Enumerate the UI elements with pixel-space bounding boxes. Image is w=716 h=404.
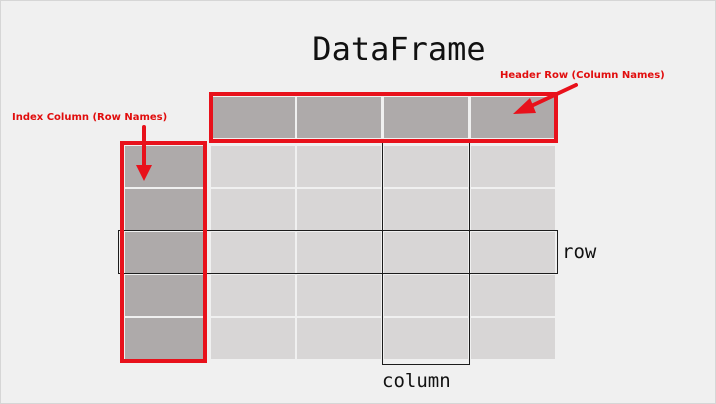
index-cell [125,318,203,359]
header-cell [211,97,295,138]
header-cell [471,97,555,138]
data-cell [384,146,468,187]
data-cell [471,146,555,187]
data-cell [384,275,468,316]
index-cell [125,146,203,187]
header-cell [297,97,381,138]
data-cell [297,146,381,187]
index-cell [125,189,203,230]
data-cell [297,189,381,230]
data-cell [211,232,295,273]
index-cell [125,232,203,273]
data-cell [297,275,381,316]
row-label: row [562,241,597,263]
data-cell [384,232,468,273]
data-cell [471,189,555,230]
index-cell [125,275,203,316]
data-cell [211,318,295,359]
data-cell [297,318,381,359]
page-title: DataFrame [312,30,486,68]
data-cell [211,189,295,230]
data-cell [297,232,381,273]
data-cell [471,275,555,316]
index-column-annotation: Index Column (Row Names) [12,112,168,123]
header-row-annotation: Header Row (Column Names) [500,70,665,81]
data-cell [384,318,468,359]
data-cell [471,318,555,359]
column-label: column [382,370,451,392]
data-cell [384,189,468,230]
data-cell [211,275,295,316]
data-cell [211,146,295,187]
data-cell [471,232,555,273]
header-cell [384,97,468,138]
